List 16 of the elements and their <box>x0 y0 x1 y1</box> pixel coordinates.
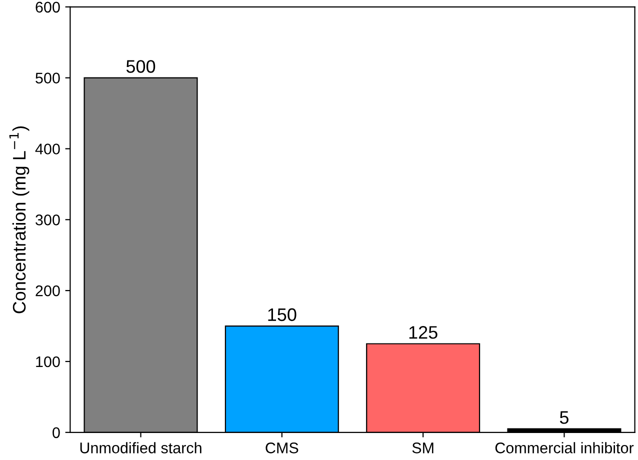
y-tick-label: 200 <box>36 285 60 296</box>
x-tick-label: Commercial inhibitor <box>495 442 634 454</box>
data-label: 5 <box>560 411 568 424</box>
data-label: 125 <box>409 326 438 339</box>
y-axis-title: Concentration (mg L$^{−1}$) <box>9 126 30 314</box>
y-tick-label: 400 <box>35 144 60 154</box>
data-label: 150 <box>268 308 296 322</box>
x-tick-label: CMS <box>266 442 298 454</box>
data-label: 500 <box>126 60 156 73</box>
x-tick-label: SM <box>412 442 434 454</box>
y-tick-label: 500 <box>36 72 60 84</box>
y-tick-label: 600 <box>36 2 60 13</box>
y-tick-label: 300 <box>36 214 60 226</box>
x-tick-label: Unmodified starch <box>80 442 202 454</box>
y-tick-label: 0 <box>52 427 60 438</box>
y-tick-label: 100 <box>36 356 60 368</box>
